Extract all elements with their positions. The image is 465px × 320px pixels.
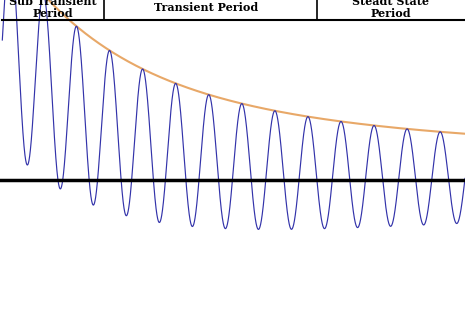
Text: Sub Transient
Period: Sub Transient Period — [9, 0, 97, 20]
Text: Transient Period: Transient Period — [154, 2, 258, 13]
Text: Steadt State
Period: Steadt State Period — [352, 0, 430, 20]
